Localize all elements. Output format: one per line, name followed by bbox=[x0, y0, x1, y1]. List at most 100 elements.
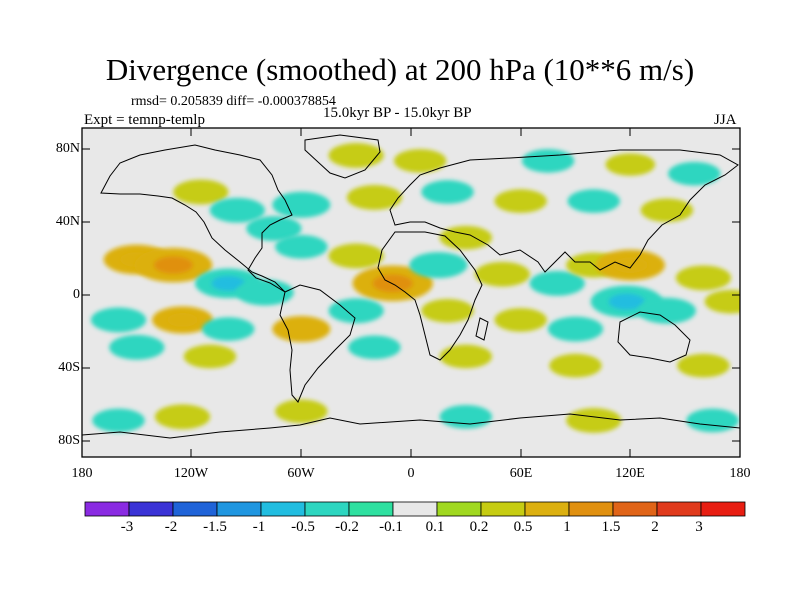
experiment-label: Expt = temnp-temlp bbox=[84, 112, 205, 128]
stats-text: rmsd= 0.205839 diff= -0.000378854 bbox=[131, 94, 336, 109]
x-tick-label: 180 bbox=[729, 466, 751, 481]
colorbar-label: 3 bbox=[695, 519, 703, 535]
divergence-contour bbox=[90, 307, 147, 333]
colorbar-label: 2 bbox=[651, 519, 659, 535]
divergence-contour bbox=[272, 191, 331, 218]
divergence-contour bbox=[567, 189, 620, 213]
colorbar-swatch bbox=[128, 501, 174, 517]
colorbar-swatch bbox=[84, 501, 130, 517]
colorbar-label: -2 bbox=[164, 519, 178, 535]
colorbar-swatch bbox=[524, 501, 570, 517]
antarctica-coast bbox=[82, 413, 740, 439]
colorbar-swatch bbox=[700, 501, 746, 517]
divergence-contour bbox=[686, 408, 739, 433]
colorbar-label: 0.5 bbox=[513, 519, 533, 535]
colorbar-label: -0.5 bbox=[291, 519, 315, 535]
africa-coast bbox=[377, 231, 483, 361]
x-tick-label: 120W bbox=[173, 466, 209, 481]
x-tick-label: 60W bbox=[287, 466, 315, 481]
y-tick-label: 40N bbox=[55, 214, 80, 229]
divergence-contour bbox=[547, 316, 604, 342]
divergence-contour bbox=[668, 161, 721, 186]
madagascar-coast bbox=[475, 317, 489, 341]
chart-title: Divergence (smoothed) at 200 hPa (10**6 … bbox=[105, 52, 695, 87]
divergence-contour-core bbox=[167, 313, 198, 327]
colorbar-swatch bbox=[304, 501, 350, 517]
y-tick-label: 0 bbox=[73, 287, 80, 302]
colorbar-swatch bbox=[392, 501, 438, 517]
divergence-contour bbox=[549, 353, 602, 378]
divergence-field bbox=[90, 143, 740, 433]
divergence-contour bbox=[275, 235, 328, 259]
divergence-contour bbox=[494, 308, 547, 332]
australia-coast bbox=[617, 311, 691, 363]
divergence-contour bbox=[246, 216, 302, 241]
divergence-contour bbox=[202, 317, 255, 341]
colorbar-label: -0.1 bbox=[379, 519, 403, 535]
divergence-contour-core bbox=[608, 293, 645, 310]
divergence-contour bbox=[439, 404, 493, 429]
season-label: JJA bbox=[714, 112, 737, 128]
colorbar-label: -3 bbox=[120, 519, 134, 535]
divergence-contour bbox=[675, 265, 732, 291]
divergence-contour bbox=[409, 252, 468, 279]
divergence-contour bbox=[637, 297, 696, 324]
eurasia-coast bbox=[389, 149, 739, 273]
divergence-contour bbox=[393, 149, 447, 173]
divergence-contour bbox=[173, 179, 229, 205]
divergence-contour bbox=[605, 153, 656, 176]
colorbar-label: 1 bbox=[563, 519, 571, 535]
divergence-contour bbox=[109, 334, 165, 360]
north-america-coast bbox=[100, 144, 293, 293]
x-tick-label: 180 bbox=[71, 466, 93, 481]
divergence-contour bbox=[154, 404, 211, 430]
divergence-contour bbox=[92, 408, 145, 433]
divergence-contour bbox=[677, 353, 730, 378]
colorbar-swatch bbox=[480, 501, 526, 517]
divergence-contour bbox=[183, 344, 237, 369]
divergence-contour bbox=[521, 149, 575, 173]
colorbar-swatch bbox=[656, 501, 702, 517]
divergence-contour bbox=[275, 399, 328, 424]
divergence-contour bbox=[328, 143, 384, 168]
colorbar-label: -0.2 bbox=[335, 519, 359, 535]
divergence-contour bbox=[494, 189, 547, 213]
colorbar-label: 1.5 bbox=[601, 519, 621, 535]
divergence-contour bbox=[640, 198, 694, 223]
y-tick-label: 80N bbox=[55, 141, 80, 156]
divergence-contour bbox=[439, 344, 493, 369]
coastlines bbox=[82, 134, 740, 439]
colorbar-swatch bbox=[612, 501, 658, 517]
divergence-contour bbox=[529, 270, 585, 296]
colorbar-label: 0.1 bbox=[425, 519, 445, 535]
divergence-contour bbox=[566, 408, 622, 433]
south-america-coast bbox=[279, 284, 356, 403]
x-tick-label: 120E bbox=[615, 466, 645, 481]
colorbar bbox=[84, 501, 746, 517]
divergence-contour-core bbox=[613, 257, 648, 273]
colorbar-label: 0.2 bbox=[469, 519, 489, 535]
colorbar-swatch bbox=[568, 501, 614, 517]
colorbar-swatch bbox=[216, 501, 262, 517]
divergence-contour bbox=[421, 180, 474, 204]
divergence-contour bbox=[704, 289, 740, 314]
divergence-contour bbox=[209, 197, 265, 223]
axis-ticks bbox=[82, 128, 740, 457]
divergence-contour bbox=[474, 261, 530, 287]
colorbar-swatch bbox=[260, 501, 306, 517]
x-tick-label: 60E bbox=[509, 466, 533, 481]
divergence-contour bbox=[328, 298, 384, 324]
period-label: 15.0kyr BP - 15.0kyr BP bbox=[323, 105, 472, 121]
y-tick-label: 40S bbox=[58, 360, 80, 375]
divergence-contour-core bbox=[211, 275, 245, 291]
divergence-contour-core bbox=[153, 256, 193, 274]
divergence-contour bbox=[348, 335, 401, 360]
colorbar-swatch bbox=[436, 501, 482, 517]
colorbar-swatch bbox=[348, 501, 394, 517]
divergence-contour bbox=[328, 243, 384, 269]
colorbar-label: -1 bbox=[252, 519, 266, 535]
divergence-contour bbox=[346, 185, 403, 210]
greenland-coast bbox=[304, 134, 381, 179]
divergence-contour bbox=[272, 316, 331, 343]
